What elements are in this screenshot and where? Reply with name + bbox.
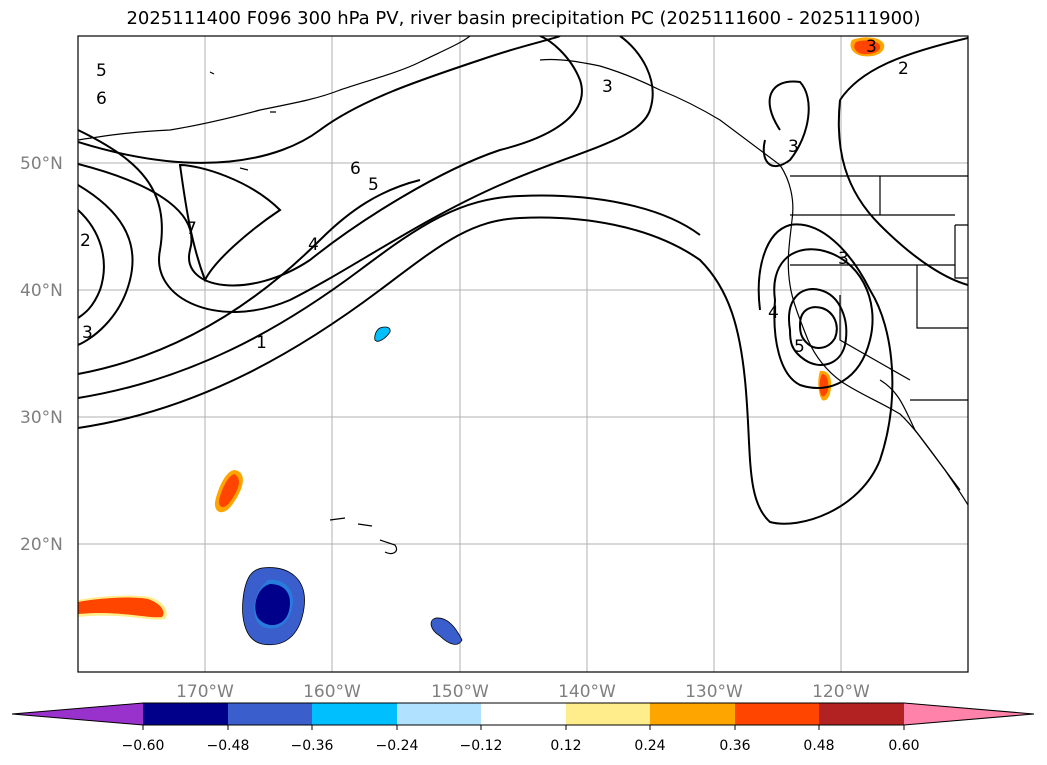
coastline-north-america [539,58,968,506]
contour-label: 5 [794,337,805,357]
contour-3-loop [773,248,874,389]
precip-patch-negative-core [255,584,290,626]
contour-2-north [837,37,968,286]
precip-patch-west-core [78,597,164,618]
contour-4 [78,36,561,164]
colorbar-swatch [481,703,566,725]
precip-patch-north-core [854,40,881,55]
contour-5-loop [798,306,838,349]
contour-3 [78,179,421,375]
colorbar-tick-label: −0.12 [460,738,503,754]
lat-label-20n: 20°N [20,535,63,555]
contour-1 [78,216,894,525]
map-background [78,36,968,672]
colorbar-swatch [735,703,819,725]
colorbar-tick-label: 0.60 [888,738,919,754]
contour-label: 2 [80,231,91,251]
lon-label-150w: 150°W [431,682,489,702]
lon-label-160w: 160°W [303,682,361,702]
colorbar-tick-label: −0.48 [207,738,250,754]
lat-labels: 50°N 40°N 30°N 20°N [20,154,63,555]
contour-label: 3 [82,323,93,343]
contour-label: 4 [308,235,319,255]
map-frame [77,35,969,673]
lat-label-30n: 30°N [20,408,63,428]
colorbar-swatch [228,703,312,725]
contour-label: 5 [368,175,379,195]
colorbar-swatch [819,703,904,725]
precip-patch-midocean [374,326,391,342]
lon-label-120w: 120°W [812,682,870,702]
contour-label: 4 [768,303,779,323]
colorbar: −0.60 −0.48 −0.36 −0.24 −0.12 0.12 0.24 … [11,702,1035,754]
contour-label: 1 [256,333,267,353]
precip-patch-central-core [218,474,239,508]
colorbar-swatch [566,703,650,725]
lon-label-170w: 170°W [176,682,234,702]
state-border-6 [954,224,968,279]
coastline-hawaii [329,517,398,555]
coastline-islands [209,71,276,171]
pv-contours [78,36,968,525]
contour-6 [78,36,654,313]
contour-labels: 5 6 7 2 3 6 5 4 1 3 3 2 3 3 4 5 [80,37,909,357]
lon-label-130w: 130°W [685,682,743,702]
colorbar-swatch [397,703,481,725]
coastline-baja [879,379,961,491]
colorbar-tick-label: 0.48 [803,738,834,754]
state-border-4 [916,265,968,329]
precip-patch-small-negative [430,617,463,645]
map-title: 2025111400 F096 300 hPa PV, river basin … [126,8,921,29]
contour-label: 2 [898,59,909,79]
contour-3-north [762,80,810,168]
contour-label: 5 [96,61,107,81]
contour-label: 3 [866,37,877,57]
contour-label: 6 [350,159,361,179]
contour-2 [78,194,701,399]
coastline-alaska [78,36,471,141]
colorbar-tick-label: 0.36 [719,738,750,754]
contour-label: 3 [788,137,799,157]
colorbar-swatch [904,703,1034,725]
lat-label-40n: 40°N [20,281,63,301]
contour-label: 3 [838,249,849,269]
lon-labels: 170°W 160°W 150°W 140°W 130°W 120°W [176,682,870,702]
colorbar-swatch [12,703,143,725]
contour-label: 3 [602,77,613,97]
lon-label-140w: 140°W [558,682,616,702]
contour-4-loop [788,288,848,366]
colorbar-swatch [312,703,397,725]
contour-3-west [78,184,134,346]
colorbar-ticks [142,725,905,730]
colorbar-swatch [143,703,228,725]
precip-shading [78,37,885,646]
precip-patch-coast-core [819,374,829,397]
colorbar-tick-label: 0.12 [550,738,581,754]
lat-label-50n: 50°N [20,154,63,174]
contour-7-loop [178,163,282,283]
colorbar-tick-label: 0.24 [634,738,665,754]
state-border-5 [839,295,911,381]
colorbar-tick-label: −0.36 [291,738,334,754]
colorbar-tick-label: −0.24 [376,738,419,754]
contour-2-west [78,209,105,319]
colorbar-swatch [650,703,735,725]
contour-label: 7 [186,219,197,239]
colorbar-tick-label: −0.60 [122,738,165,754]
contour-label: 6 [96,89,107,109]
